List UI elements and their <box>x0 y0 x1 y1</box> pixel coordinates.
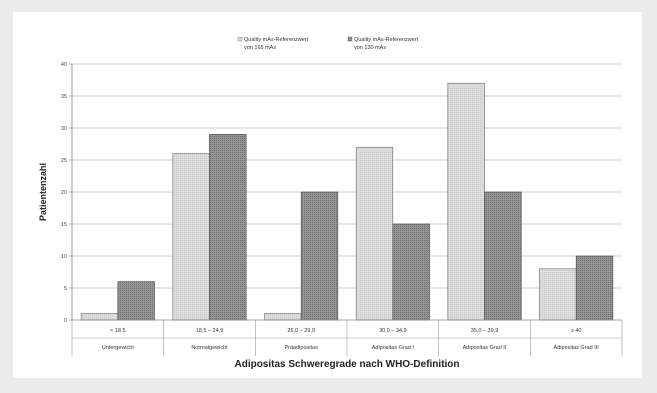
bar-series-1 <box>172 153 210 321</box>
category-range-label: < 18,5 <box>110 328 125 334</box>
legend-label-series-1-line1: Quality mAs-Referenzwert <box>244 37 309 43</box>
category-name-label: Normalgewicht <box>191 345 228 351</box>
legend-label-series-1-line2: von 165 mAs <box>244 45 276 51</box>
y-tick-label: 40 <box>61 62 67 68</box>
y-tick-label: 35 <box>61 94 67 100</box>
y-tick-label: 5 <box>64 286 67 292</box>
category-name-label: Adipositas Grad II <box>463 345 507 351</box>
category-name-label: Untergewicht <box>102 345 135 351</box>
category-axis: < 18,5 Untergewicht 18,5 – 24,9 Normalgewic… <box>71 320 623 356</box>
category-range-label: 30,0 – 34,9 <box>379 328 407 334</box>
bar-series-2 <box>392 223 430 321</box>
category-name-label: Präadipositas <box>285 345 319 351</box>
legend-label-series-2-line2: von 130 mAs <box>354 45 386 51</box>
x-axis-title: Adipositas Schweregrade nach WHO-Definit… <box>234 359 459 370</box>
bar-series-1 <box>80 313 119 321</box>
y-tick-label: 15 <box>61 222 67 228</box>
category-range-label: 18,5 – 24,9 <box>196 328 224 334</box>
y-tick-label: 0 <box>64 318 67 324</box>
bars <box>80 82 614 321</box>
legend-label-series-2-line1: Quality mAs-Referenzwert <box>354 37 419 43</box>
legend-swatch-series-2 <box>347 36 353 42</box>
bar-series-2 <box>209 134 247 321</box>
bar-series-2 <box>484 191 522 321</box>
category-range-label: 25,0 – 29,9 <box>287 328 315 334</box>
bar-series-1 <box>447 82 485 321</box>
y-tick-label: 10 <box>61 254 67 260</box>
y-tick-label: 25 <box>61 158 67 164</box>
y-tick-label: 30 <box>61 126 67 132</box>
y-axis-title: Patientenzahl <box>38 163 48 221</box>
bar-series-1 <box>264 313 302 321</box>
y-tick-label: 20 <box>61 190 67 196</box>
bar-series-2 <box>575 255 614 321</box>
category-name-label: Adipositas Grad I <box>372 345 415 351</box>
bar-series-1 <box>355 146 394 321</box>
category-range-label: ≥ 40 <box>571 328 582 334</box>
bar-series-2 <box>300 191 339 321</box>
bar-series-2 <box>117 281 155 321</box>
y-tick-labels: 0 5 10 15 20 25 30 35 40 <box>61 62 72 324</box>
bar-series-1 <box>539 268 577 321</box>
legend: Quality mAs-Referenzwert von 165 mAs Qua… <box>237 36 419 51</box>
category-range-label: 35,0 – 39,9 <box>471 328 499 334</box>
category-name-label: Adipositas Grad III <box>554 345 600 351</box>
gridlines <box>72 63 622 289</box>
legend-swatch-series-1 <box>237 36 243 42</box>
